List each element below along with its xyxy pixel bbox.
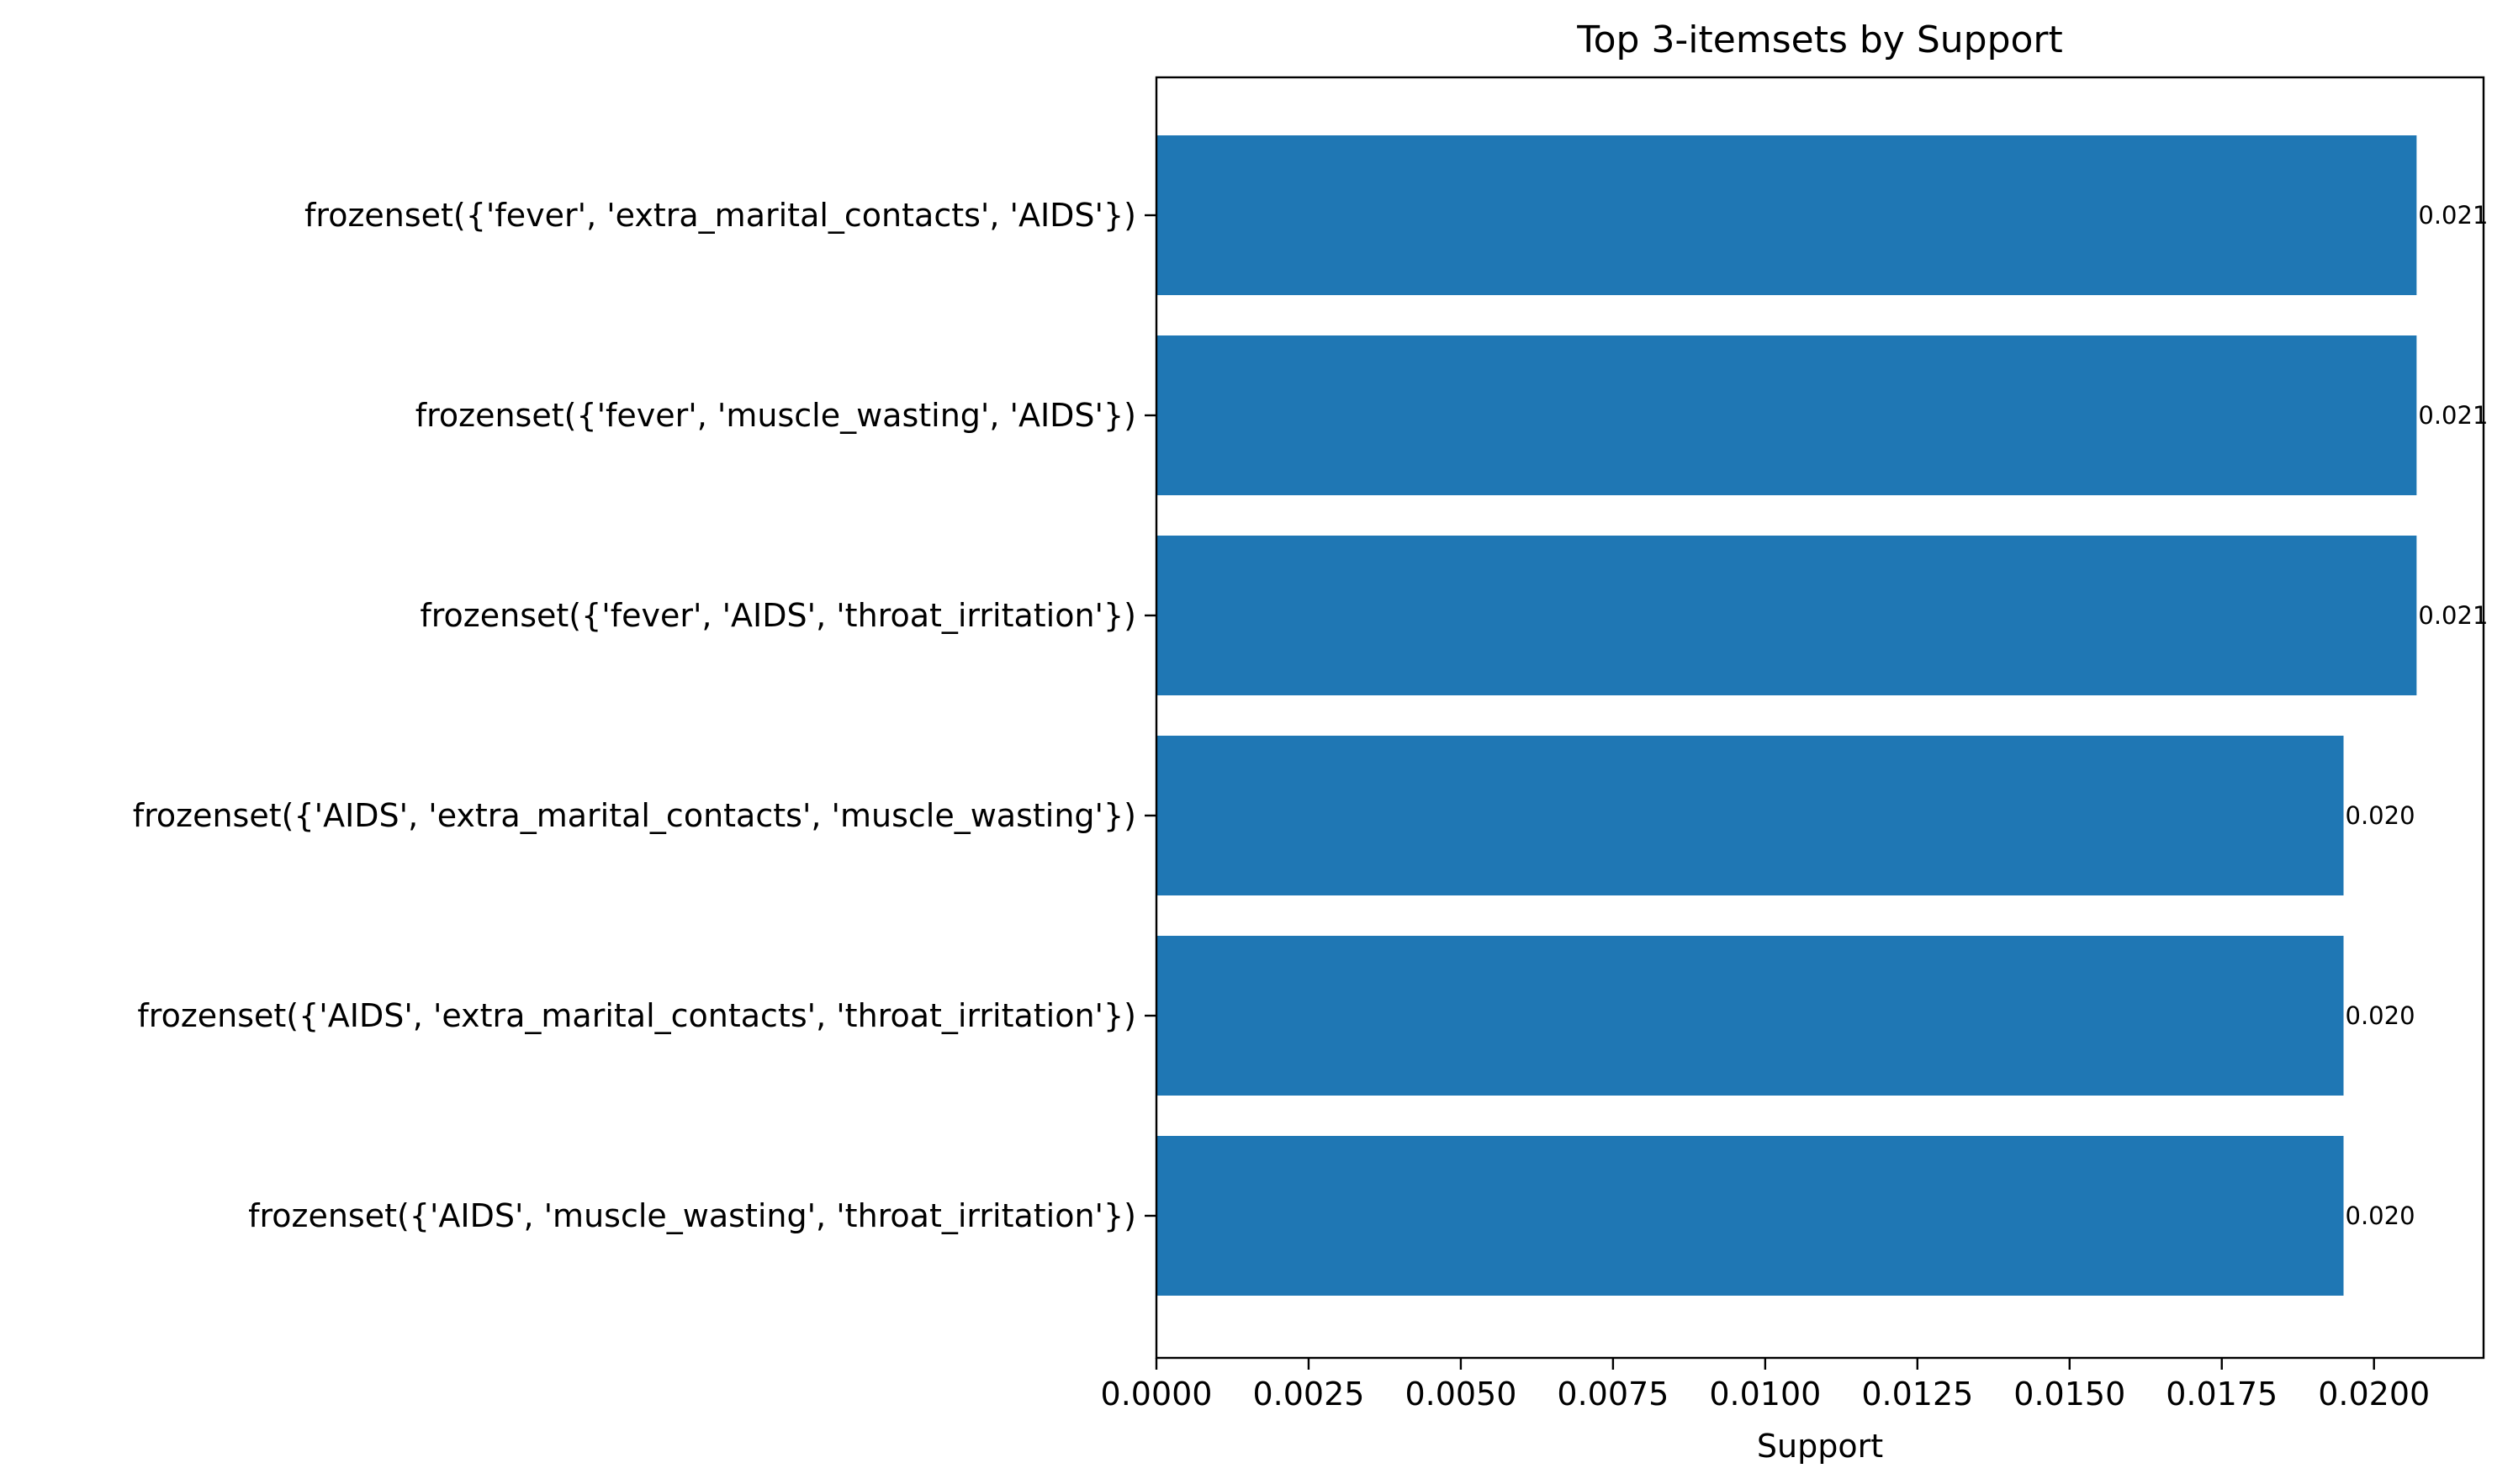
- value-label: 0.020: [2346, 1001, 2415, 1030]
- category-label: frozenset({'fever', 'extra_marital_conta…: [304, 197, 1136, 234]
- bar: [1156, 1136, 2344, 1296]
- x-tick-label: 0.0150: [2013, 1376, 2125, 1413]
- x-axis-label: Support: [1757, 1428, 1883, 1465]
- x-tick-label: 0.0200: [2318, 1376, 2430, 1413]
- x-tick-label: 0.0075: [1557, 1376, 1669, 1413]
- x-tick-label: 0.0000: [1101, 1376, 1213, 1413]
- value-label: 0.021: [2418, 401, 2488, 430]
- bar: [1156, 736, 2344, 895]
- x-tick-label: 0.0175: [2166, 1376, 2278, 1413]
- value-label: 0.020: [2346, 801, 2415, 830]
- axes-layer: frozenset({'fever', 'extra_marital_conta…: [133, 76, 2485, 1413]
- bar: [1156, 936, 2344, 1096]
- category-label: frozenset({'AIDS', 'muscle_wasting', 'th…: [248, 1197, 1136, 1234]
- category-label: frozenset({'AIDS', 'extra_marital_contac…: [137, 997, 1136, 1034]
- bar: [1156, 536, 2417, 695]
- bar: [1156, 335, 2417, 495]
- x-tick-label: 0.0025: [1252, 1376, 1364, 1413]
- bars-layer: 0.021 0.021 0.021 0.020 0.020 0.020: [1156, 135, 2488, 1296]
- x-tick-label: 0.0125: [1861, 1376, 1973, 1413]
- x-tick-label: 0.0100: [1709, 1376, 1821, 1413]
- x-tick-label: 0.0050: [1405, 1376, 1516, 1413]
- category-label: frozenset({'fever', 'AIDS', 'throat_irri…: [420, 597, 1136, 634]
- chart-title: Top 3-itemsets by Support: [1576, 18, 2063, 61]
- category-label: frozenset({'AIDS', 'extra_marital_contac…: [133, 797, 1136, 834]
- value-label: 0.021: [2418, 201, 2488, 230]
- category-label: frozenset({'fever', 'muscle_wasting', 'A…: [415, 397, 1136, 434]
- value-label: 0.021: [2418, 601, 2488, 630]
- plot-frame: [1155, 76, 2485, 1360]
- bar: [1156, 135, 2417, 295]
- value-label: 0.020: [2346, 1201, 2415, 1230]
